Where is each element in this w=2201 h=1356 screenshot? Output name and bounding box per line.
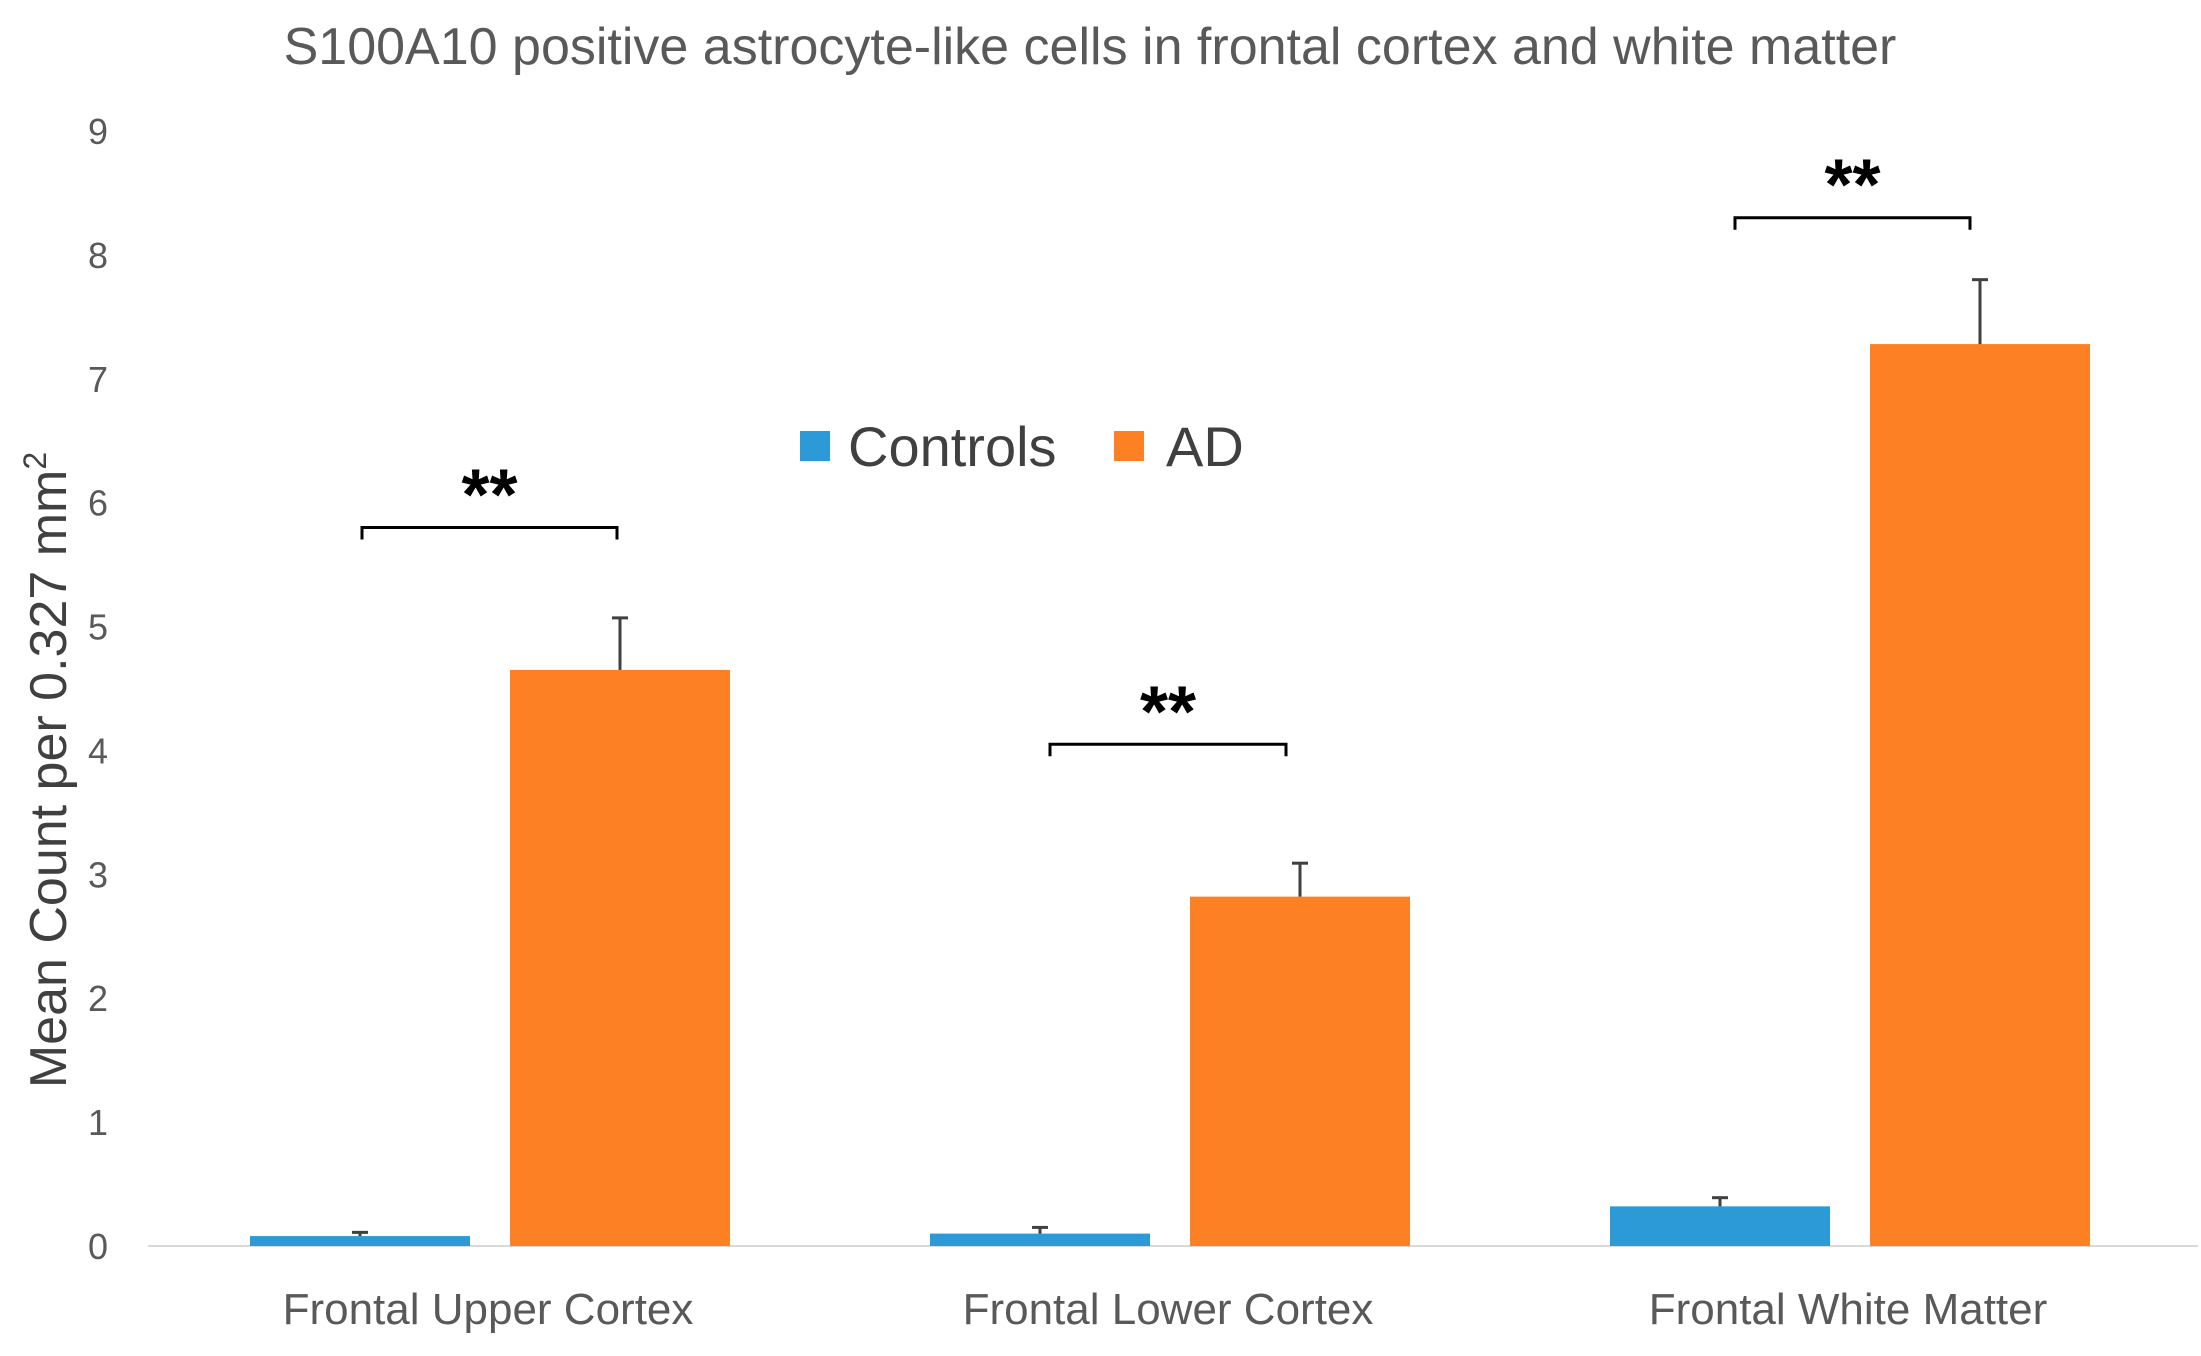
- y-axis-label-superscript: 2: [17, 452, 53, 470]
- bar-controls-1: [250, 1236, 470, 1246]
- chart-title: S100A10 positive astrocyte-like cells in…: [284, 18, 1897, 76]
- y-tick-label: 5: [88, 607, 108, 648]
- y-tick-label: 8: [88, 235, 108, 276]
- error-bars-group: [352, 278, 1988, 1237]
- category-labels-group: Frontal Upper Cortex Frontal Lower Cortex…: [283, 1285, 2048, 1334]
- significance-bracket: [1048, 742, 1288, 757]
- x-category-label: Frontal Upper Cortex: [283, 1285, 694, 1334]
- bar-controls-2: [930, 1233, 1150, 1246]
- significance-label: **: [1824, 146, 1880, 226]
- significance-bracket: [1733, 216, 1972, 230]
- bar-controls-3: [1610, 1206, 1830, 1246]
- legend-swatch-controls: [800, 431, 830, 461]
- y-tick-label: 1: [88, 1102, 108, 1143]
- y-axis-label-text: Mean Count per 0.327 mm: [20, 470, 78, 1089]
- y-tick-label: 6: [88, 483, 108, 524]
- y-tick-label: 3: [88, 854, 108, 895]
- significance-label: **: [1140, 672, 1196, 752]
- bar-ad-2: [1190, 896, 1410, 1246]
- legend: Controls AD: [800, 415, 1244, 478]
- x-category-label: Frontal Lower Cortex: [963, 1285, 1374, 1334]
- bar-ad-1: [510, 669, 730, 1246]
- bar-ad-3: [1870, 344, 2090, 1247]
- y-tick-label: 2: [88, 978, 108, 1019]
- y-axis-label: Mean Count per 0.327 mm2: [17, 452, 78, 1088]
- y-tick-label: 0: [88, 1226, 108, 1267]
- legend-label-controls: Controls: [848, 415, 1057, 478]
- y-tick-label: 7: [88, 359, 108, 400]
- bars-group: [250, 344, 2090, 1247]
- x-category-label: Frontal White Matter: [1649, 1285, 2048, 1334]
- y-tick-label: 9: [88, 111, 108, 152]
- significance-group: ** ** **: [360, 146, 1972, 757]
- significance-bracket: [360, 525, 619, 540]
- significance-label: **: [461, 455, 517, 535]
- y-tick-label: 4: [88, 730, 108, 771]
- legend-label-ad: AD: [1166, 415, 1244, 478]
- y-axis-ticks: 0 1 2 3 4 5 6 7 8 9: [88, 111, 108, 1267]
- legend-swatch-ad: [1114, 431, 1144, 461]
